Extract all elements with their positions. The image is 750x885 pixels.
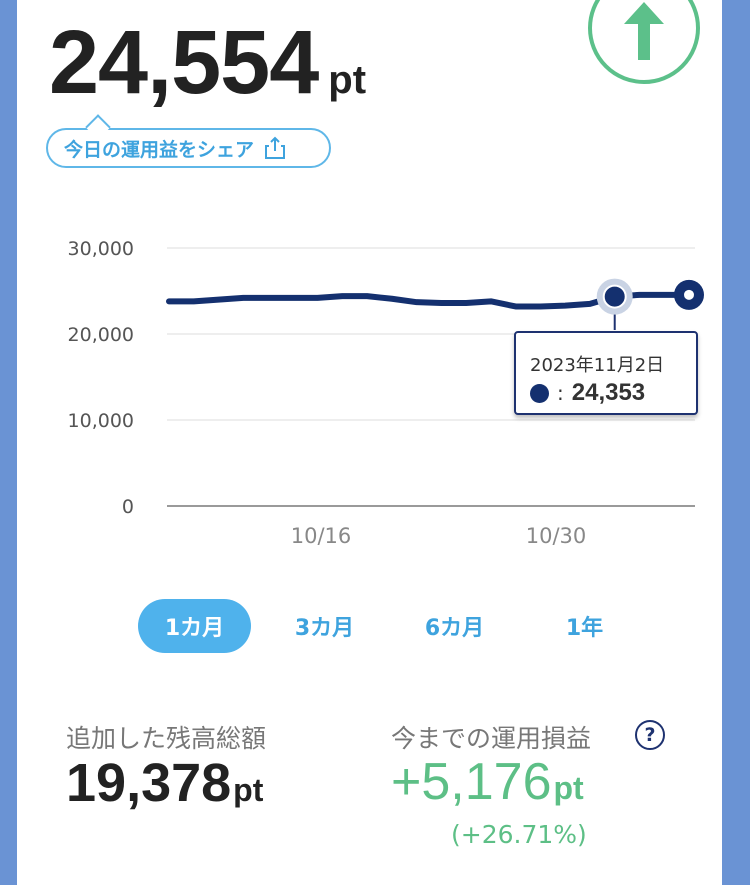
fund-card: 24,554 pt 今日の運用益をシェア 30,000 20,000 10,000 0… (17, 0, 722, 885)
y-tick-label: 10,000 (68, 410, 134, 432)
tooltip-date: 2023年11月2日 (530, 355, 665, 376)
added-balance-unit: pt (233, 772, 264, 808)
y-tick-label: 30,000 (68, 238, 134, 260)
tab-1-month[interactable]: 1カ月 (138, 599, 251, 653)
end-point-center (684, 289, 694, 300)
highlight-point (602, 284, 627, 309)
help-icon[interactable]: ? (635, 720, 665, 750)
total-gain-label: 今までの運用損益 (391, 724, 592, 753)
period-tabs: 1カ月 3カ月 6カ月 1年 (138, 599, 658, 653)
tab-6-months[interactable]: 6カ月 (424, 616, 485, 641)
y-tick-label: 20,000 (68, 324, 134, 346)
added-balance: 19,378 pt (66, 752, 263, 814)
share-button[interactable]: 今日の運用益をシェア (46, 128, 331, 168)
added-balance-label: 追加した残高総額 (66, 724, 267, 753)
tooltip-value: 24,353 (571, 379, 646, 406)
y-tick-label: 0 (122, 496, 134, 518)
tab-3-months[interactable]: 3カ月 (294, 616, 355, 641)
balance-unit: pt (328, 58, 367, 102)
share-label: 今日の運用益をシェア (64, 138, 255, 161)
tooltip-separator: : (557, 381, 564, 405)
balance-chart[interactable]: 30,000 20,000 10,000 0 10/16 10/30 (17, 220, 722, 560)
share-icon (265, 136, 286, 159)
balance-display: 24,554 pt (49, 18, 366, 108)
x-tick-label: 10/30 (526, 524, 587, 548)
balance-value: 24,554 (49, 13, 319, 113)
added-balance-value: 19,378 (66, 753, 232, 813)
x-tick-label: 10/16 (291, 524, 352, 548)
total-gain-percent: (+26.71%) (451, 820, 587, 849)
tab-1-year[interactable]: 1年 (565, 616, 604, 641)
total-gain-value: +5,176 (391, 753, 552, 811)
chart-tooltip: 2023年11月2日 : 24,353 (514, 331, 698, 415)
up-arrow-icon (588, 0, 700, 84)
total-gain: +5,176 pt (391, 752, 584, 812)
series-dot-icon (530, 383, 549, 403)
total-gain-unit: pt (553, 770, 584, 806)
